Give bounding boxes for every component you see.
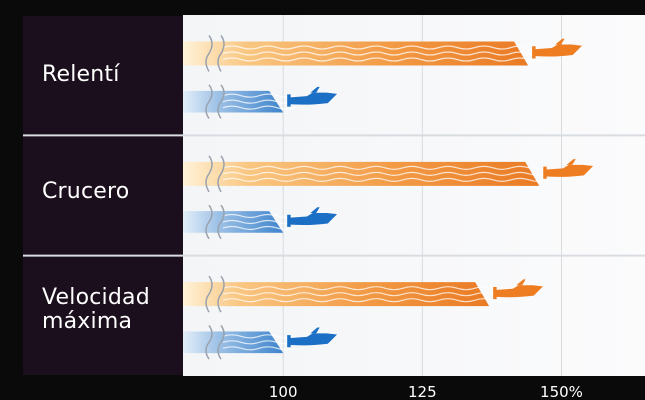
gridlines <box>282 15 563 376</box>
wake-lines <box>222 45 548 62</box>
x-tick-label: 100 <box>269 383 298 400</box>
category-label-relenti: Relentí <box>42 62 120 87</box>
axis-break-mark <box>205 84 225 119</box>
plot-area <box>183 15 645 376</box>
axis-break-mark <box>205 35 225 72</box>
axis-break-mark <box>205 325 225 360</box>
category-label-box <box>23 256 183 375</box>
x-tick-label: 150% <box>540 383 583 400</box>
axis-break-mark <box>205 275 225 313</box>
axis-break-mark <box>205 155 225 193</box>
boat-icon <box>287 86 338 107</box>
bars <box>183 35 594 360</box>
category-label-box <box>23 136 183 255</box>
wake-lines <box>222 286 512 303</box>
x-axis-ticks: 100 125 150% <box>269 383 583 400</box>
wake-lines <box>222 213 296 231</box>
bar-orange <box>183 282 490 307</box>
boat-icon <box>493 279 544 300</box>
boat-icon <box>287 207 338 227</box>
bar-orange <box>183 161 540 186</box>
wake-lines <box>222 334 296 351</box>
axis-break-mark <box>205 204 225 240</box>
boat-icon <box>543 159 594 179</box>
bar-orange <box>183 41 529 66</box>
category-label-velocidad-maxima: Velocidad máxima <box>42 285 150 334</box>
x-tick-label: 125 <box>408 383 437 400</box>
boat-icon <box>532 38 582 59</box>
category-label-crucero: Crucero <box>42 179 130 204</box>
category-label-box <box>23 16 183 135</box>
wake-lines <box>222 165 548 182</box>
wake-lines <box>222 93 296 110</box>
boat-icon <box>287 327 338 348</box>
chart-frame <box>23 15 645 376</box>
